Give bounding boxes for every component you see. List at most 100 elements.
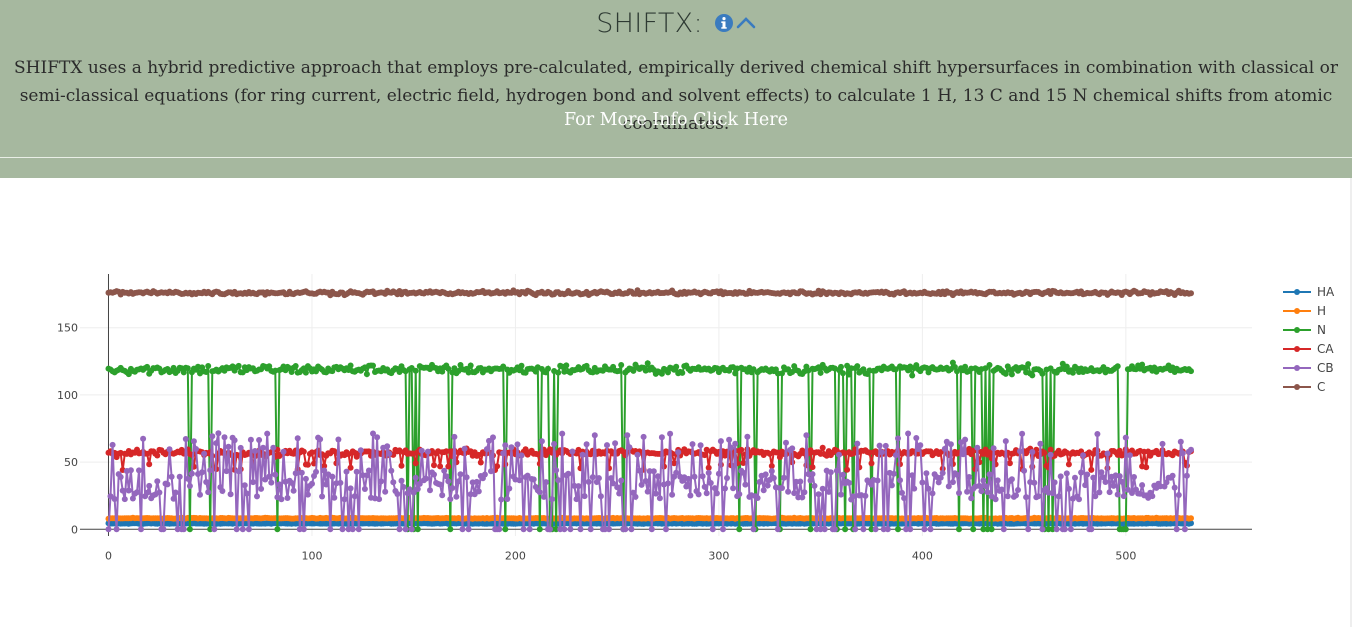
data-point-CB [233,526,240,533]
data-point-CB [247,436,254,443]
data-point-CB [707,480,714,486]
data-point-CB [1004,493,1011,500]
data-point-CB [825,488,832,495]
legend-swatch-marker [1294,308,1300,314]
data-point-CB [685,475,692,482]
data-point-CB [402,526,409,533]
data-point-CB [1084,471,1091,478]
data-point-CB [424,448,431,455]
data-point-CB [304,491,311,498]
data-point-CB [207,467,214,474]
chevron-up-icon[interactable] [736,9,756,40]
data-point-CB [431,471,437,478]
data-point-CB [1065,485,1072,492]
data-point-CB [909,472,916,479]
data-point-CB [209,433,216,440]
data-point-N [986,362,993,368]
data-point-CB [414,486,421,492]
data-point-N [1063,363,1070,370]
data-point-N [1188,368,1194,375]
data-point-N [909,372,916,379]
data-point-CB [783,439,789,446]
more-info-link[interactable]: For More Info Click Here [563,110,789,130]
data-point-N [1122,526,1129,533]
data-point-N [842,526,849,533]
data-point-CA [1143,464,1150,471]
data-point-CB [801,489,808,496]
data-point-CB [1002,438,1009,445]
data-point-N [203,369,210,375]
data-point-CB [136,467,142,474]
data-point-CB [569,448,576,455]
data-point-CB [1171,484,1178,491]
data-point-N [563,362,570,369]
data-point-CB [227,491,234,498]
data-point-CB [699,473,706,480]
data-point-N [1047,365,1054,372]
data-point-CB [1057,473,1064,480]
data-point-CB [897,477,903,484]
data-point-CB [1120,493,1127,500]
data-point-CB [652,490,659,497]
data-point-CB [223,468,230,475]
data-point-CB [913,435,920,441]
data-point-N [868,526,875,533]
data-point-CB [254,493,260,500]
data-point-CB [762,471,769,478]
data-point-CA [1047,446,1054,453]
data-point-N [555,369,562,376]
data-point-CB [827,469,834,476]
data-point-CB [243,490,250,497]
data-point-CB [860,526,867,533]
data-point-CB [642,478,649,484]
data-point-CB [831,526,838,533]
data-point-CB [941,445,948,452]
data-point-N [817,369,824,376]
data-point-CB [811,482,818,489]
data-point-CB [663,526,669,533]
data-point-CB [343,468,350,475]
data-point-CB [1055,493,1062,500]
data-point-CB [854,440,861,447]
data-point-CB [654,473,661,480]
data-point-CB [1177,438,1184,445]
data-point-CB [536,489,543,496]
data-point-CB [882,442,889,449]
data-point-CB [1029,449,1036,455]
data-point-CB [720,526,726,533]
data-point-CA [437,463,444,470]
data-point-CB [241,482,248,489]
data-point-CB [549,496,556,503]
data-point-CB [1118,478,1125,485]
data-point-CB [182,436,189,442]
shift-chart[interactable]: 0 100 200 300 400 500 0 50 100 150 HA HN CA CB C [0,178,1352,627]
data-point-N [553,526,560,533]
data-point-CB [604,442,610,449]
data-point-CB [732,440,739,447]
data-point-CB [441,467,448,474]
data-point-CB [422,475,429,482]
data-point-CB [874,477,881,484]
data-point-CB [785,488,792,495]
data-point-CA [412,460,419,467]
data-point-CB [555,477,562,484]
data-point-CB [905,430,912,437]
data-point-CB [644,488,651,495]
data-point-CB [907,526,914,533]
data-point-CB [520,526,527,533]
data-point-CB [172,489,179,496]
data-point-CB [219,488,226,494]
data-point-CB [201,450,208,457]
data-point-CA [304,461,311,468]
data-point-N [502,526,509,533]
data-point-N [679,369,686,376]
data-point-N [545,365,551,372]
data-point-CB [1047,451,1054,458]
data-point-CB [797,478,804,485]
data-point-CB [1098,469,1105,476]
x-tick-label: 100 [301,549,322,562]
data-point-CB [911,485,918,492]
data-point-CB [272,471,279,478]
info-circle-icon[interactable] [714,9,734,40]
data-point-CB [838,491,844,498]
